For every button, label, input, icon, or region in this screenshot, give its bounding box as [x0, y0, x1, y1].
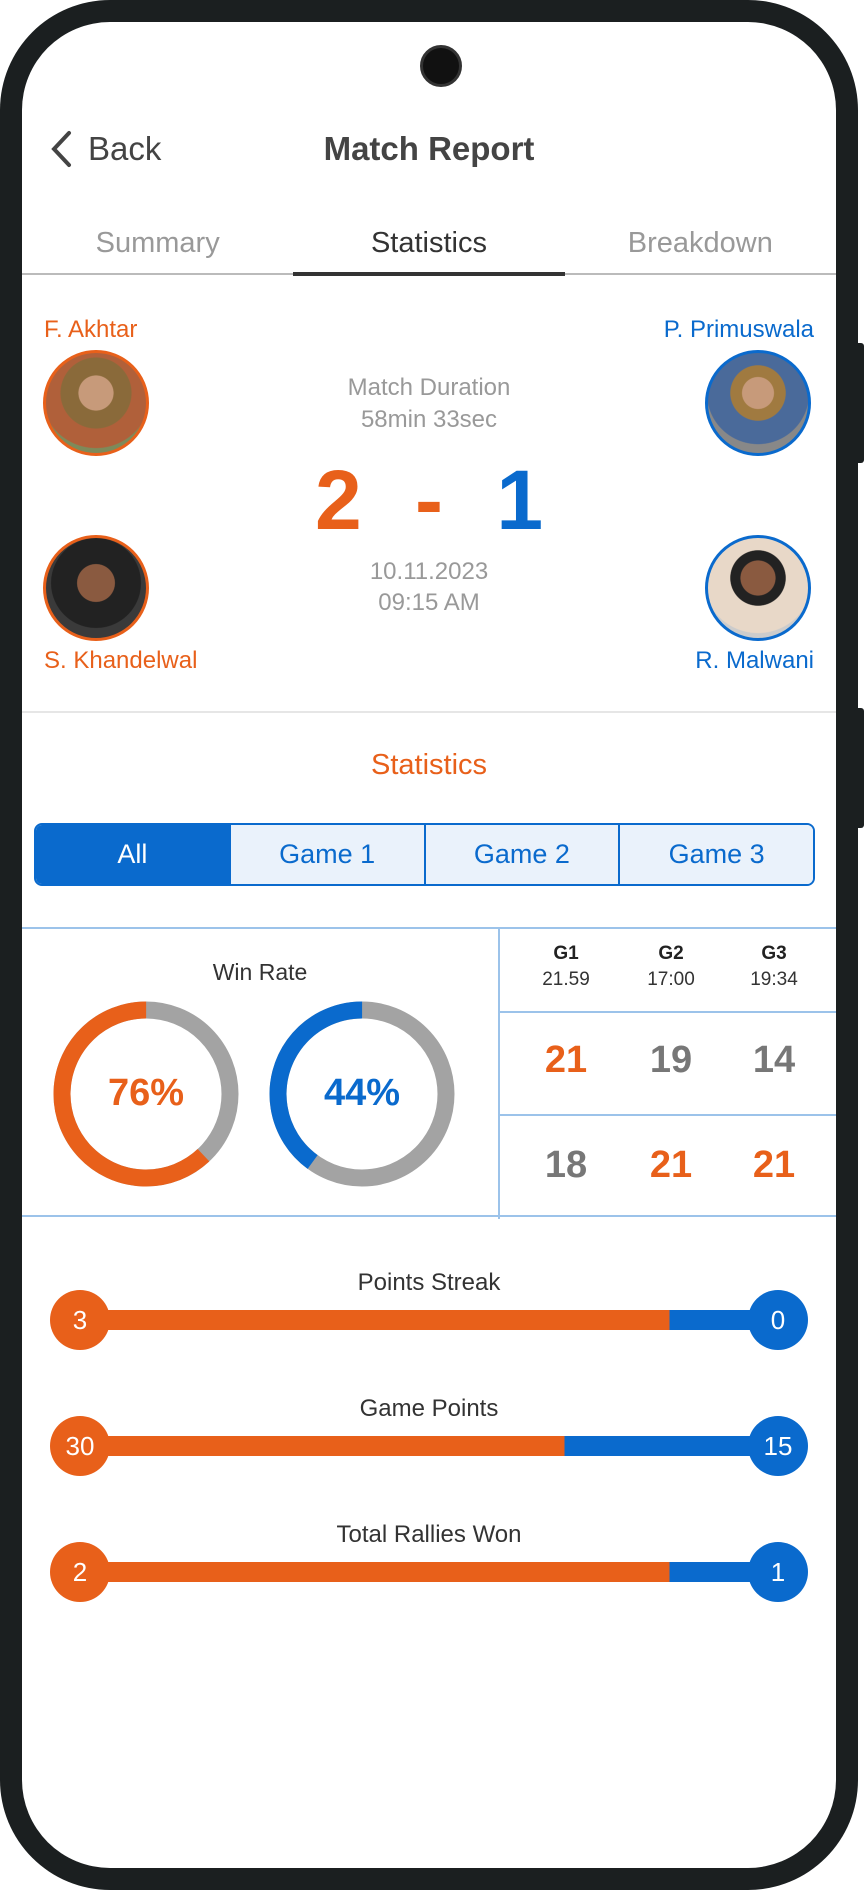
- score: 2 - 1: [22, 452, 836, 549]
- stat-label: Points Streak: [357, 1269, 501, 1296]
- player-name: F. Akhtar: [44, 316, 138, 343]
- chevron-left-icon: [51, 131, 71, 167]
- tab-statistics[interactable]: Statistics: [293, 227, 565, 276]
- stat-value-b: 0: [748, 1290, 808, 1350]
- statistics-title: Statistics: [370, 749, 488, 781]
- game-score-a: 19: [649, 1039, 693, 1081]
- divider: [498, 1114, 836, 1116]
- stat-value-b: 1: [748, 1542, 808, 1602]
- screen: Back Match Report Summary Statistics Bre…: [22, 22, 836, 1868]
- filter-game-2[interactable]: Game 2: [423, 825, 619, 884]
- score-separator: -: [415, 453, 443, 547]
- duration-label: Match Duration: [347, 374, 511, 401]
- tab-breakdown[interactable]: Breakdown: [627, 227, 773, 259]
- tab-summary[interactable]: Summary: [95, 227, 220, 259]
- divider: [498, 929, 500, 1219]
- donut-arc-a: [53, 1001, 239, 1187]
- avatar[interactable]: [43, 350, 149, 456]
- back-button[interactable]: Back: [50, 130, 161, 168]
- game-score-a: 14: [752, 1039, 796, 1081]
- game-header: G3: [761, 943, 787, 964]
- back-label: Back: [88, 130, 162, 167]
- filter-game-1[interactable]: Game 1: [228, 825, 424, 884]
- filter-all[interactable]: All: [36, 825, 229, 884]
- stat-bar: [80, 1310, 782, 1330]
- score-b: 1: [496, 453, 544, 547]
- win-rate-donuts: [53, 1001, 455, 1187]
- player-name: S. Khandelwal: [44, 647, 198, 674]
- camera: [420, 45, 462, 87]
- win-rate-b: 44%: [323, 1072, 401, 1114]
- tab-bar: Summary Statistics Breakdown: [22, 227, 836, 276]
- win-rate-label: Win Rate: [212, 959, 308, 985]
- player-name: R. Malwani: [695, 647, 814, 674]
- game-score-a: 21: [544, 1039, 588, 1081]
- stat-label: Game Points: [359, 1395, 499, 1422]
- stats-grid: Win Rate 76% 44% G1 21.59 21 18 G2 17:00 19 21 G…: [22, 927, 836, 1219]
- filter-game-3[interactable]: Game 3: [618, 825, 813, 884]
- match-date: 10.11.2023: [369, 558, 489, 585]
- stat-value-b: 15: [748, 1416, 808, 1476]
- game-score-b: 18: [544, 1144, 588, 1186]
- win-rate-a: 76%: [107, 1072, 185, 1114]
- avatar[interactable]: [43, 535, 149, 641]
- game-duration: 19:34: [750, 969, 798, 990]
- divider: [498, 1011, 836, 1013]
- game-duration: 21.59: [542, 969, 590, 990]
- avatar[interactable]: [705, 535, 811, 641]
- donut-arc-b: [269, 1001, 455, 1187]
- game-filter: All Game 1 Game 2 Game 3: [34, 823, 815, 886]
- stat-bar: [80, 1562, 782, 1582]
- stat-value-a: 30: [50, 1416, 110, 1476]
- stat-label: Total Rallies Won: [336, 1521, 522, 1548]
- stat-bar: [80, 1436, 782, 1456]
- stat-value-a: 2: [50, 1542, 110, 1602]
- game-header: G1: [553, 943, 579, 964]
- page-title: Match Report: [323, 130, 535, 167]
- duration-value: 58min 33sec: [360, 406, 498, 433]
- divider: [22, 711, 836, 713]
- power-button: [854, 708, 864, 828]
- score-a: 2: [314, 453, 362, 547]
- volume-button: [854, 343, 864, 463]
- match-time: 09:15 AM: [378, 589, 480, 616]
- avatar[interactable]: [705, 350, 811, 456]
- stat-value-a: 3: [50, 1290, 110, 1350]
- player-name: P. Primuswala: [663, 316, 814, 343]
- game-score-b: 21: [649, 1144, 693, 1186]
- game-header: G2: [658, 943, 684, 964]
- game-duration: 17:00: [647, 969, 695, 990]
- game-score-b: 21: [752, 1144, 796, 1186]
